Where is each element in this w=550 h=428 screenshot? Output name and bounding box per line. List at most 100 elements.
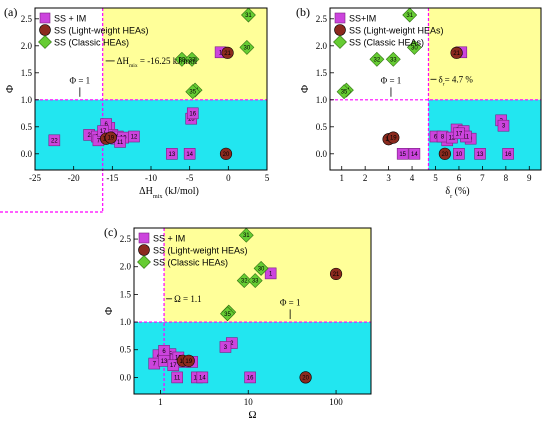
marker-label: 35	[189, 90, 196, 96]
marker-label: 31	[406, 13, 413, 19]
marker-label: 14	[186, 152, 193, 158]
marker-label: 11	[117, 140, 124, 146]
marker-ss-im-14	[408, 148, 421, 160]
x-tick-label: 6	[457, 173, 462, 183]
marker-label: 17	[100, 129, 107, 135]
marker-label: 14	[411, 152, 418, 158]
x-tick-label: -10	[145, 173, 157, 183]
y-tick-label: 1.5	[120, 289, 132, 299]
marker-label: 2	[87, 133, 91, 139]
marker-label: 17	[170, 363, 177, 369]
marker-label: 20	[302, 375, 309, 381]
marker-label: 19	[107, 136, 114, 142]
y-tick-label: 2.5	[21, 14, 33, 24]
panel-b: 1234567891011121314151617181920213130323…	[296, 5, 542, 200]
marker-ss-im-13	[166, 148, 178, 160]
legend-item-diamond-swatch	[38, 35, 52, 49]
marker-ss-classic-31	[241, 7, 256, 23]
panel-label: (a)	[4, 5, 17, 19]
x-tick-label: 4	[410, 173, 415, 183]
marker-label: 30	[244, 45, 251, 51]
x-tick-label: -15	[106, 173, 118, 183]
marker-label: 32	[241, 279, 248, 285]
marker-label: 16	[189, 111, 196, 117]
marker-ss-im-16	[502, 148, 514, 160]
legend-item-square-swatch	[39, 12, 51, 24]
marker-ss-classic-33	[385, 51, 401, 67]
marker-label: 21	[333, 272, 340, 278]
marker-ss-classic-35	[336, 84, 352, 100]
marker-ss-classic-32	[174, 51, 190, 67]
y-axis-label: Φ	[103, 307, 115, 315]
y-tick-label: 1.0	[316, 95, 328, 105]
x-tick-label: -5	[186, 173, 194, 183]
marker-label: 21	[224, 51, 231, 57]
marker-label: 11	[463, 135, 470, 141]
y-tick-label: 0.5	[316, 122, 328, 132]
marker-ss-classic-35	[220, 306, 235, 322]
legend-item-square-swatch	[138, 232, 150, 244]
marker-label: 7	[153, 362, 157, 368]
annotation-phi: Φ = 1	[280, 297, 301, 307]
legend-item-circle-swatch	[39, 24, 51, 36]
x-tick-label: -25	[29, 173, 41, 183]
marker-ss-im-16	[186, 107, 199, 120]
marker-ss-classic-31	[238, 227, 254, 243]
marker-ss-classic-33	[184, 51, 200, 67]
y-tick-label: 1.5	[21, 68, 33, 78]
legend: SS + IM SS (Light-weight HEAs) SS (Classic…	[38, 12, 149, 49]
marker-label: 13	[169, 152, 176, 158]
marker-label: 32	[374, 57, 381, 63]
marker-ss-light-21	[329, 267, 343, 281]
legend-item-circle-text: SS (Light-weight HEAs)	[153, 246, 248, 256]
legend-item-diamond-text: SS (Classic HEAs)	[349, 38, 424, 48]
marker-ss-classic-30	[253, 260, 269, 276]
marker-ss-im-11	[171, 371, 183, 384]
marker-ss-im-3	[219, 341, 232, 353]
x-tick-label: 2	[363, 173, 368, 183]
legend-item-circle-text: SS (Light-weight HEAs)	[349, 26, 444, 36]
marker-label: 19	[185, 359, 192, 365]
legend-item-diamond-swatch	[137, 255, 151, 269]
marker-label: 16	[247, 375, 254, 381]
y-tick-label: 1.0	[21, 95, 33, 105]
marker-ss-classic-33	[247, 273, 263, 288]
marker-label: 33	[390, 57, 397, 63]
marker-label: 3	[502, 124, 506, 130]
legend-item-diamond-text: SS (Classic HEAs)	[153, 258, 228, 268]
x-tick-label: -20	[68, 173, 80, 183]
marker-label: 31	[243, 233, 250, 239]
annotation-vline: δr= 4.7 %	[438, 74, 473, 87]
legend-item-square-text: SS + IM	[153, 234, 185, 244]
y-tick-label: 0.0	[120, 372, 132, 382]
y-tick-label: 2.5	[316, 14, 328, 24]
marker-label: 32	[179, 57, 186, 63]
y-tick-label: 2.5	[120, 234, 132, 244]
marker-ss-im-1	[264, 267, 277, 280]
marker-label: 3	[224, 345, 228, 351]
axes-frame	[133, 227, 372, 395]
panel-c: 1234567891011121314151617181920213130323…	[103, 225, 372, 421]
marker-ss-light-19	[387, 131, 400, 144]
y-tick-label: 0.0	[316, 149, 328, 159]
marker-ss-light-21	[221, 46, 234, 59]
x-axis-label: Ω	[248, 409, 256, 421]
legend-item-diamond-text: SS (Classic HEAs)	[54, 38, 129, 48]
marker-ss-light-20	[219, 147, 233, 160]
marker-label: 20	[442, 152, 449, 158]
annotation-phi: Φ = 1	[70, 76, 91, 86]
y-tick-label: 1.0	[120, 317, 132, 327]
marker-ss-im-17	[453, 127, 465, 140]
marker-label: 6	[162, 349, 166, 355]
y-tick-label: 1.5	[316, 68, 328, 78]
marker-ss-classic-32	[236, 273, 252, 288]
x-axis-label: ΔHmix (kJ/mol)	[139, 186, 199, 200]
y-tick-label: 2.0	[21, 41, 33, 51]
x-tick-label: 100	[329, 397, 343, 407]
marker-label: 17	[456, 131, 463, 137]
marker-ss-im-14	[183, 148, 196, 160]
legend: SS + IM SS (Light-weight HEAs) SS (Classic…	[137, 232, 248, 269]
x-tick-label: 1	[158, 397, 163, 407]
marker-label: 16	[505, 152, 512, 158]
marker-ss-light-19	[104, 131, 117, 144]
